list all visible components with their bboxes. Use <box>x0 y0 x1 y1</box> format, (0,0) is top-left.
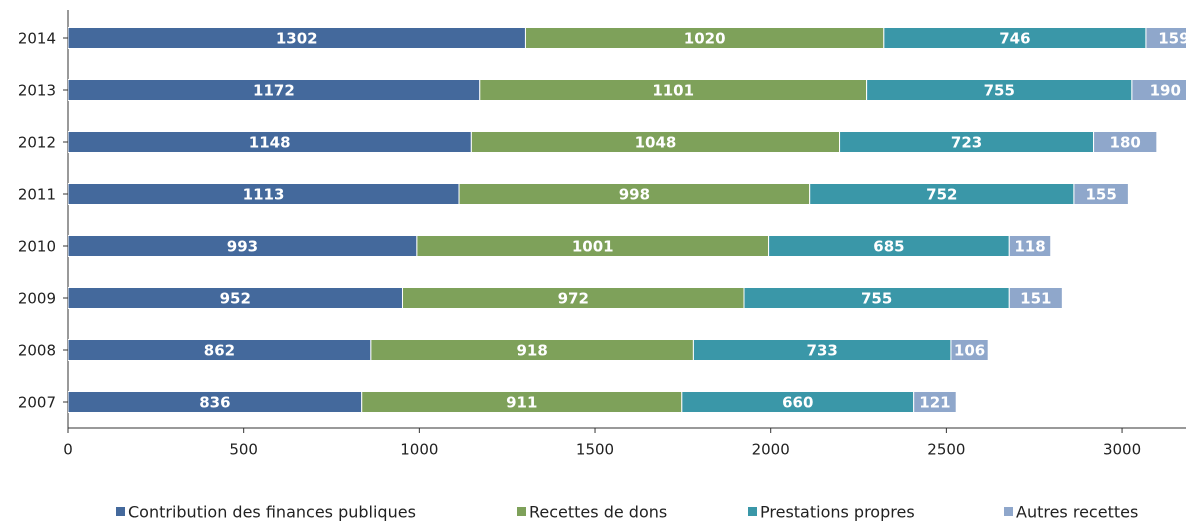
legend-swatch <box>748 507 757 516</box>
value-label: 836 <box>199 394 230 412</box>
y-tick-label: 2014 <box>18 30 56 48</box>
value-label: 998 <box>619 186 650 204</box>
value-label: 723 <box>951 134 982 152</box>
value-label: 1048 <box>635 134 677 152</box>
value-label: 106 <box>954 342 985 360</box>
x-tick-label: 500 <box>229 441 258 459</box>
value-label: 918 <box>516 342 547 360</box>
value-label: 180 <box>1110 134 1141 152</box>
value-label: 972 <box>558 290 589 308</box>
value-label: 752 <box>926 186 957 204</box>
x-tick-label: 0 <box>63 441 73 459</box>
bar-segment <box>1131 79 1186 101</box>
x-tick-label: 1000 <box>400 441 438 459</box>
value-label: 1148 <box>249 134 291 152</box>
y-tick-label: 2013 <box>18 82 56 100</box>
x-tick-label: 2500 <box>927 441 965 459</box>
legend-label: Recettes de dons <box>529 503 667 522</box>
bar-segment <box>1008 287 1063 309</box>
x-tick-label: 3000 <box>1103 441 1141 459</box>
value-label: 733 <box>807 342 838 360</box>
y-tick-label: 2012 <box>18 134 56 152</box>
legend-label: Contribution des finances publiques <box>128 503 416 522</box>
value-label: 660 <box>782 394 813 412</box>
legend-swatch <box>116 507 125 516</box>
y-tick-label: 2010 <box>18 238 56 256</box>
bar-segment <box>1093 131 1158 153</box>
value-label: 190 <box>1150 82 1181 100</box>
value-label: 755 <box>861 290 892 308</box>
value-label: 911 <box>506 394 537 412</box>
value-label: 1101 <box>652 82 694 100</box>
value-label: 746 <box>999 30 1030 48</box>
value-label: 1020 <box>684 30 726 48</box>
bar-segment <box>1008 235 1052 257</box>
bar-segment <box>1145 27 1186 49</box>
bar-segment <box>913 391 957 413</box>
value-label: 755 <box>984 82 1015 100</box>
plot-area: 1302 1020 746 159 1172 1101 755 190 1148 1048 723 1… <box>68 27 1186 413</box>
value-label: 993 <box>227 238 258 256</box>
value-label: 155 <box>1085 186 1116 204</box>
value-label: 1172 <box>253 82 295 100</box>
value-label: 862 <box>204 342 235 360</box>
y-tick-label: 2008 <box>18 342 56 360</box>
value-label: 952 <box>220 290 251 308</box>
bar-segment <box>950 339 989 361</box>
value-label: 121 <box>919 394 950 412</box>
legend-swatch <box>1004 507 1013 516</box>
value-label: 151 <box>1020 290 1051 308</box>
y-tick-label: 2007 <box>18 394 56 412</box>
y-tick-label: 2009 <box>18 290 56 308</box>
y-tick-label: 2011 <box>18 186 56 204</box>
value-label: 159 <box>1158 30 1186 48</box>
value-label: 118 <box>1014 238 1045 256</box>
legend-label: Prestations propres <box>760 503 915 522</box>
value-label: 1302 <box>276 30 318 48</box>
x-tick-label: 1500 <box>576 441 614 459</box>
value-label: 1113 <box>243 186 285 204</box>
x-tick-label: 2000 <box>752 441 790 459</box>
bar-segment <box>1073 183 1129 205</box>
legend-swatch <box>517 507 526 516</box>
value-label: 1001 <box>572 238 614 256</box>
value-label: 685 <box>873 238 904 256</box>
legend-label: Autres recettes <box>1016 503 1138 522</box>
